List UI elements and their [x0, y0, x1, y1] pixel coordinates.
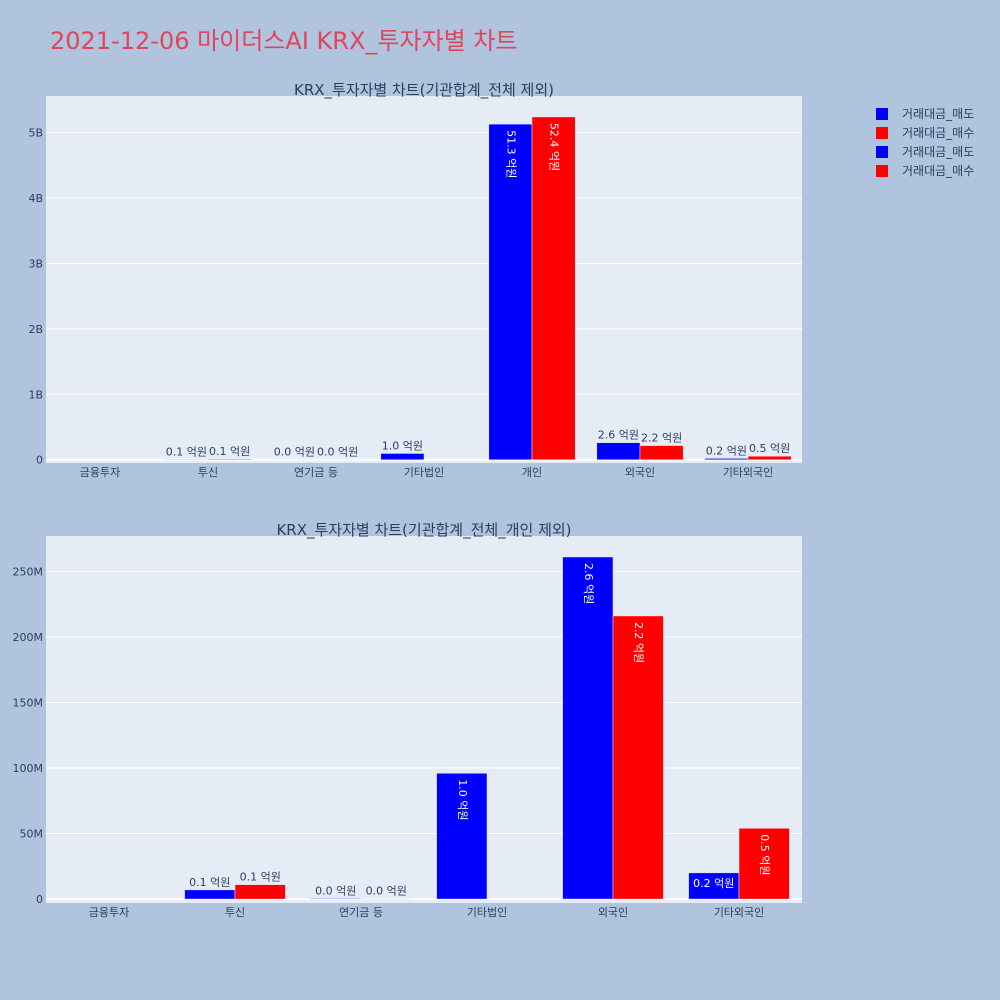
- bar: [612, 615, 664, 900]
- x-tick-label: 금융투자: [80, 466, 120, 479]
- y-tick-label: 200M: [13, 631, 44, 644]
- y-tick-label: 3B: [28, 257, 43, 270]
- data-label: 0.2 억원: [693, 877, 734, 890]
- data-label: 52.4 억원: [548, 123, 561, 171]
- x-tick-label: 금융투자: [89, 906, 129, 919]
- data-label: 51.3 억원: [504, 130, 517, 178]
- bar: [704, 458, 749, 460]
- bar: [531, 116, 576, 460]
- x-tick-label: 기타법인: [404, 466, 444, 479]
- plot-area: [46, 96, 802, 463]
- legend-swatch: [876, 127, 888, 139]
- y-tick-label: 0: [36, 454, 43, 467]
- legend-label: 거래대금_매도: [902, 145, 974, 159]
- y-tick-label: 5B: [28, 127, 43, 140]
- x-tick-label: 외국인: [598, 906, 628, 919]
- x-tick-label: 투신: [198, 466, 218, 479]
- legend-swatch: [876, 165, 888, 177]
- data-label: 1.0 억원: [382, 439, 423, 452]
- bar: [747, 455, 792, 460]
- legend-swatch: [876, 146, 888, 158]
- data-label: 1.0 억원: [456, 779, 469, 820]
- y-tick-label: 0: [36, 893, 43, 906]
- bar: [488, 123, 533, 460]
- x-tick-label: 연기금 등: [294, 466, 338, 479]
- chart-top: 0 1B 2B 3B 4B 5B KRX_투자자별 차트(기관합계_전체 제외) 금융투자 투신…: [28, 81, 802, 479]
- chart-title: KRX_투자자별 차트(기관합계_전체 제외): [294, 81, 554, 100]
- x-tick-label: 투신: [225, 906, 245, 919]
- legend-label: 거래대금_매도: [902, 107, 974, 121]
- plot-area: [46, 536, 802, 903]
- data-label: 0.5 억원: [749, 442, 790, 455]
- legend-label: 거래대금_매수: [902, 126, 974, 140]
- data-label: 0.1 억원: [166, 445, 207, 458]
- data-label: 0.0 억원: [366, 885, 407, 898]
- data-label: 2.2 억원: [641, 432, 682, 445]
- data-label: 0.0 억원: [274, 446, 315, 459]
- bar: [234, 884, 286, 900]
- bar: [562, 556, 614, 900]
- bar: [310, 898, 362, 900]
- legend-swatch: [876, 108, 888, 120]
- data-label: 0.1 억원: [240, 871, 281, 884]
- chart-bottom: 0 50M 100M 150M 200M 250M KRX_투자자별 차트(기관합계_전체_…: [13, 521, 802, 919]
- data-label: 0.1 억원: [209, 445, 250, 458]
- page-title: 2021-12-06 마이더스AI KRX_투자자별 차트: [50, 27, 518, 55]
- bar: [184, 889, 236, 900]
- data-label: 0.0 억원: [317, 446, 358, 459]
- x-tick-label: 연기금 등: [339, 906, 383, 919]
- bar: [380, 453, 425, 460]
- data-label: 0.2 억원: [706, 444, 747, 457]
- bar: [639, 445, 684, 460]
- x-tick-label: 기타법인: [467, 906, 507, 919]
- x-tick-label: 개인: [522, 466, 542, 479]
- y-tick-label: 1B: [28, 388, 43, 401]
- data-label: 2.6 억원: [582, 563, 595, 604]
- y-tick-label: 250M: [13, 565, 44, 578]
- data-label: 2.6 억원: [598, 429, 639, 442]
- legend-label: 거래대금_매수: [902, 164, 974, 178]
- y-tick-label: 50M: [20, 828, 44, 841]
- data-label: 0.0 억원: [315, 884, 356, 897]
- bar: [207, 458, 252, 460]
- bar: [738, 828, 790, 900]
- y-tick-label: 2B: [28, 323, 43, 336]
- bar: [596, 442, 641, 460]
- x-tick-label: 기타외국인: [723, 466, 774, 479]
- data-label: 0.1 억원: [189, 876, 230, 889]
- x-tick-label: 외국인: [625, 466, 655, 479]
- y-tick-label: 4B: [28, 192, 43, 205]
- x-tick-label: 기타외국인: [714, 906, 765, 919]
- chart-title: KRX_투자자별 차트(기관합계_전체_개인 제외): [276, 521, 571, 540]
- data-label: 0.5 억원: [758, 834, 771, 875]
- bar: [688, 872, 740, 900]
- data-label: 2.2 억원: [632, 622, 645, 663]
- bar: [436, 772, 488, 900]
- y-tick-label: 100M: [13, 762, 44, 775]
- y-tick-label: 150M: [13, 696, 44, 709]
